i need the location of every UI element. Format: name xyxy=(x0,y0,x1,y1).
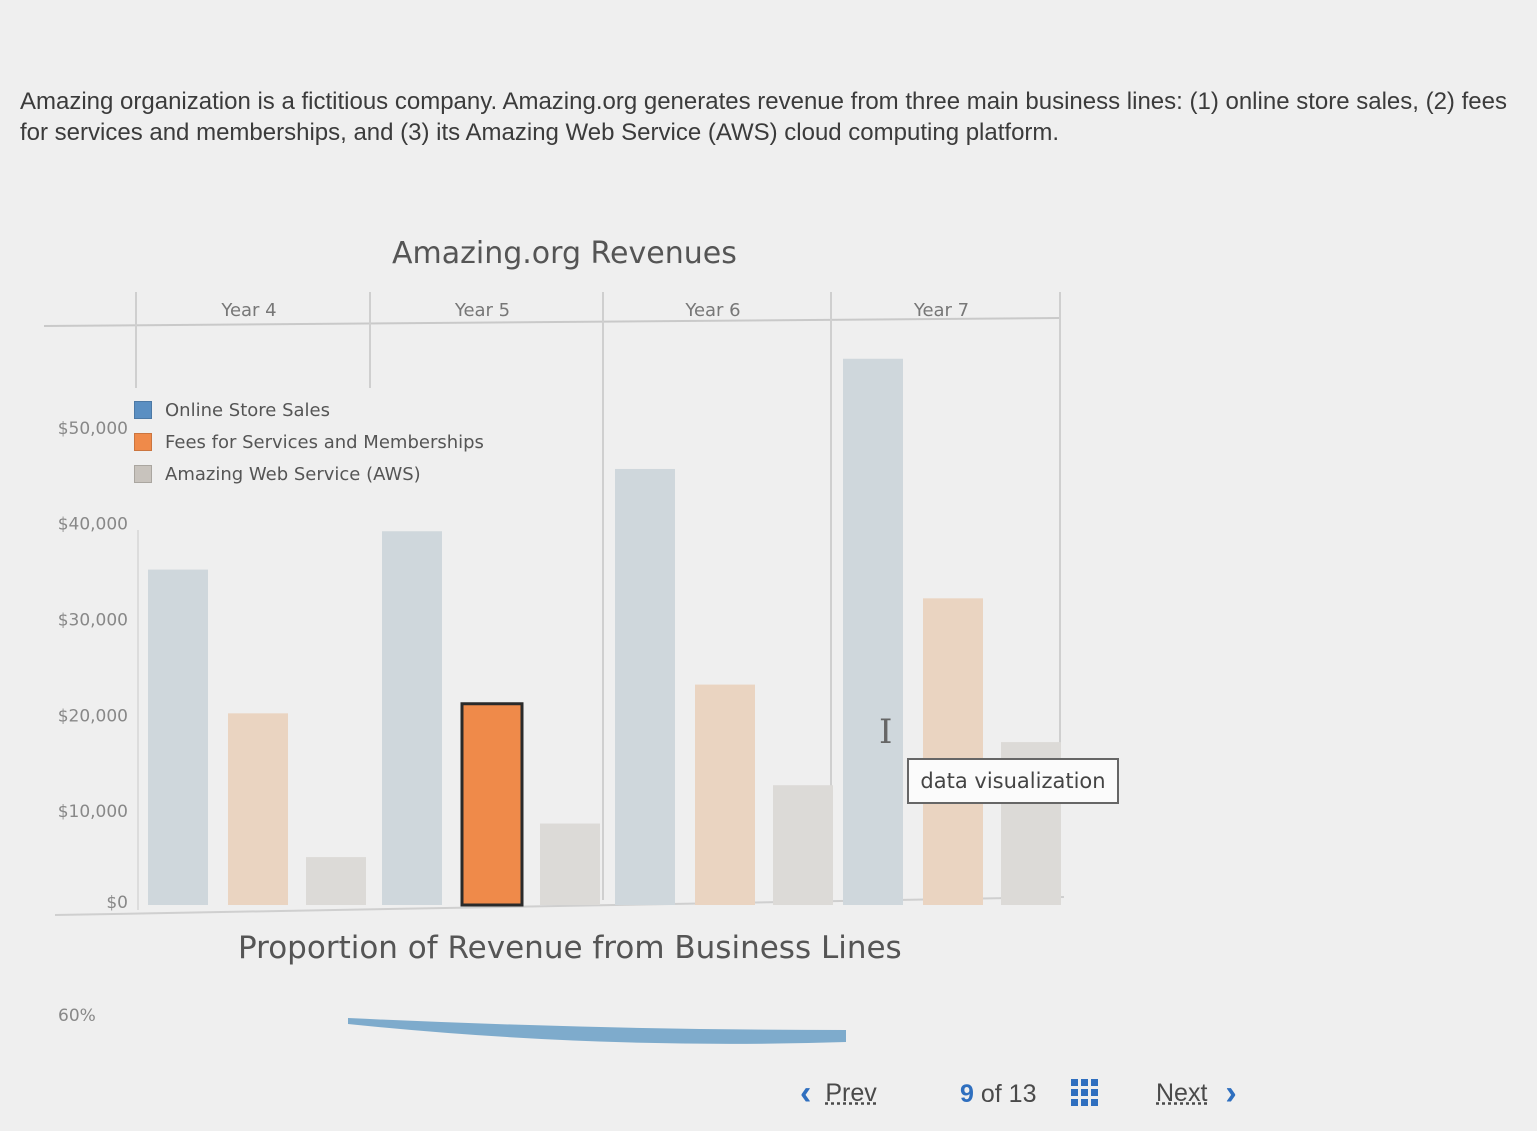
bar xyxy=(773,785,833,905)
legend-item-online-store[interactable]: Online Store Sales xyxy=(134,394,484,426)
next-button[interactable]: Next › xyxy=(1156,1074,1237,1112)
bar xyxy=(695,684,755,905)
bar xyxy=(148,569,208,905)
y-tick-label: $10,000 xyxy=(58,802,128,822)
category-label: Year 4 xyxy=(220,300,276,321)
proportion-band xyxy=(348,1018,846,1044)
subchart-y-tick: 60% xyxy=(58,1006,96,1026)
prev-label: Prev xyxy=(825,1078,877,1107)
bar xyxy=(923,598,983,905)
bar xyxy=(843,358,903,905)
legend-swatch-fees xyxy=(134,433,152,451)
total-pages: 13 xyxy=(1008,1080,1037,1108)
intro-paragraph: Amazing organization is a fictitious com… xyxy=(20,88,1507,146)
bar xyxy=(615,468,675,905)
legend-label-fees: Fees for Services and Memberships xyxy=(165,431,484,453)
legend-item-fees[interactable]: Fees for Services and Memberships xyxy=(134,426,484,458)
legend-swatch-online-store xyxy=(134,401,152,419)
y-tick-label: $50,000 xyxy=(58,419,128,439)
chart-legend: Online Store Sales Fees for Services and… xyxy=(134,394,484,490)
of-label: of xyxy=(980,1080,1002,1108)
header-divider xyxy=(43,317,1061,327)
chevron-left-icon: ‹ xyxy=(800,1074,812,1112)
grid-icon[interactable] xyxy=(1070,1078,1100,1108)
pagination: ‹ Prev 9 of 13 Next › xyxy=(800,1074,1260,1120)
y-tick-label: $20,000 xyxy=(58,706,128,726)
bar-highlighted xyxy=(460,702,524,907)
y-tick-label: $0 xyxy=(106,893,128,913)
chart-title: Amazing.org Revenues xyxy=(392,236,737,271)
bar xyxy=(228,713,288,905)
legend-item-aws[interactable]: Amazing Web Service (AWS) xyxy=(134,458,484,490)
tooltip: data visualization xyxy=(907,758,1119,804)
bar xyxy=(382,531,442,905)
y-tick-label: $40,000 xyxy=(58,515,128,535)
text-cursor-icon: I xyxy=(879,712,893,752)
page-counter: 9 of 13 xyxy=(960,1080,1036,1109)
prev-button[interactable]: ‹ Prev xyxy=(800,1074,877,1112)
y-tick-label: $30,000 xyxy=(58,611,128,631)
legend-swatch-aws xyxy=(134,465,152,483)
chevron-right-icon: › xyxy=(1225,1074,1237,1112)
category-label: Year 6 xyxy=(684,300,740,321)
category-label: Year 5 xyxy=(454,300,510,321)
current-page: 9 xyxy=(960,1080,974,1108)
legend-label-online-store: Online Store Sales xyxy=(165,399,330,421)
bar xyxy=(306,857,366,905)
subchart-title: Proportion of Revenue from Business Line… xyxy=(238,930,902,966)
legend-label-aws: Amazing Web Service (AWS) xyxy=(165,463,421,485)
bar xyxy=(540,823,600,905)
next-label: Next xyxy=(1156,1078,1208,1107)
category-label: Year 7 xyxy=(913,300,969,321)
